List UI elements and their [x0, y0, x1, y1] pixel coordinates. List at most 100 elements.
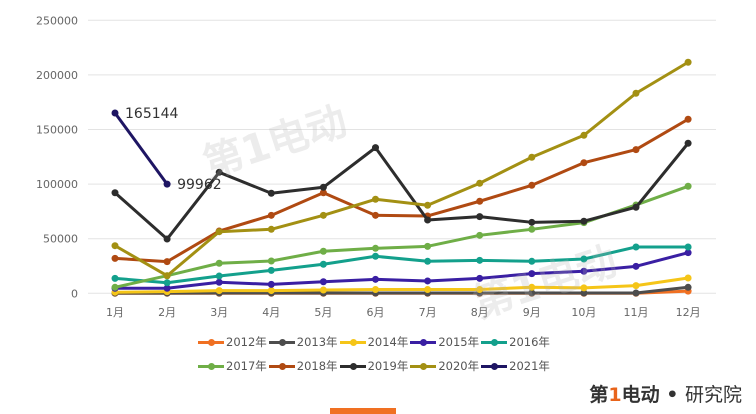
data-point: [476, 274, 484, 282]
data-point: [476, 197, 484, 205]
data-label: 165144: [125, 106, 179, 122]
x-tick-label: 5月: [314, 306, 332, 319]
y-tick-label: 100000: [36, 178, 78, 191]
legend-swatch: [481, 338, 508, 346]
data-point: [528, 153, 536, 161]
legend-label: 2017年: [226, 359, 267, 373]
legend-item[interactable]: 2013年: [268, 330, 338, 354]
data-point: [684, 115, 692, 123]
legend-label: 2013年: [296, 335, 338, 349]
data-point: [424, 257, 432, 265]
data-point: [163, 279, 171, 287]
series-line: [114, 117, 689, 264]
data-point: [111, 242, 119, 250]
y-tick-label: 0: [71, 287, 78, 300]
data-point: [319, 211, 327, 219]
data-point: [111, 274, 119, 282]
data-point: [528, 283, 536, 291]
data-point: [372, 244, 379, 252]
data-label: 99962: [177, 177, 222, 193]
legend-item[interactable]: 2017年: [198, 354, 267, 378]
line-chart: 0 50000 100000 150000 200000 250000 1月 2月 3月 4月 5月…: [36, 14, 716, 319]
data-point: [632, 282, 640, 290]
data-point: [267, 266, 275, 274]
data-point: [528, 257, 536, 265]
data-point: [476, 213, 484, 221]
series-line: [114, 245, 689, 285]
data-point: [111, 189, 119, 197]
data-point: [580, 131, 588, 139]
data-point: [424, 285, 432, 293]
data-point: [163, 284, 171, 292]
series-line: [115, 285, 689, 295]
series-line: [114, 60, 689, 278]
legend-label: 2020年: [438, 359, 480, 373]
data-point: [215, 272, 223, 280]
logo-subtitle: 研究院: [684, 384, 742, 406]
data-point: [476, 179, 484, 187]
data-point: [372, 144, 379, 152]
legend-swatch: [481, 362, 508, 370]
data-point: [372, 195, 379, 203]
legend-swatch: [339, 338, 366, 346]
legend-label: 2016年: [509, 335, 550, 349]
data-point: [684, 139, 692, 147]
brand-logo: 第1电动 • 研究院: [589, 380, 742, 407]
x-tick-label: 8月: [471, 306, 489, 319]
data-point: [632, 289, 640, 297]
legend-item[interactable]: 2016年: [481, 330, 550, 354]
data-point: [111, 283, 119, 291]
series-2021年: 165144 99962: [111, 106, 222, 193]
x-tick-label: 2月: [158, 306, 176, 319]
data-point: [684, 58, 692, 66]
data-point: [372, 252, 379, 260]
data-point: [215, 228, 223, 236]
legend-label: 2018年: [296, 359, 338, 373]
legend-item[interactable]: 2015年: [410, 330, 479, 354]
legend-item[interactable]: 2018年: [268, 354, 338, 378]
logo-separator: •: [666, 384, 679, 406]
data-point: [319, 247, 327, 255]
legend-label: 2012年: [226, 335, 267, 349]
data-point: [215, 278, 223, 286]
series-2016年: [111, 243, 692, 287]
legend-label: 2015年: [438, 335, 480, 349]
legend-item[interactable]: 2014年: [339, 330, 408, 354]
x-tick-label: 1月: [106, 306, 124, 319]
x-tick-label: 6月: [367, 306, 385, 319]
data-point: [424, 277, 432, 285]
data-point: [267, 189, 275, 197]
data-point: [163, 235, 171, 243]
data-point: [632, 146, 640, 154]
legend-item[interactable]: 2019年: [339, 354, 408, 378]
data-point: [580, 255, 588, 263]
data-point: [267, 257, 275, 265]
legend-item[interactable]: 2021年: [481, 354, 550, 378]
data-point: [424, 201, 432, 209]
x-tick-label: 7月: [419, 306, 437, 319]
data-point: [528, 181, 536, 189]
data-point: [528, 270, 536, 278]
data-point: [684, 274, 692, 282]
data-point: [476, 285, 484, 293]
legend-label: 2021年: [509, 359, 550, 373]
data-point: [528, 289, 536, 297]
bottom-tab-indicator[interactable]: [330, 408, 396, 414]
legend: 2012年 2013年 2014年 2015年 2016年 2017年 2018年 2019年…: [198, 330, 578, 378]
y-tick-label: 150000: [36, 124, 78, 137]
data-point: [580, 284, 588, 292]
data-point: [632, 243, 640, 251]
data-point: [684, 182, 692, 190]
data-point: [476, 231, 484, 239]
series-2020年: [111, 58, 692, 280]
data-point: [372, 275, 379, 283]
legend-item[interactable]: 2012年: [198, 330, 267, 354]
data-point: [111, 109, 119, 117]
legend-swatch: [268, 338, 295, 346]
data-point: [684, 243, 692, 251]
data-point: [580, 217, 588, 225]
y-tick-label: 200000: [36, 69, 78, 82]
legend-item[interactable]: 2020年: [410, 354, 479, 378]
legend-swatch: [198, 338, 224, 346]
data-point: [267, 211, 275, 219]
